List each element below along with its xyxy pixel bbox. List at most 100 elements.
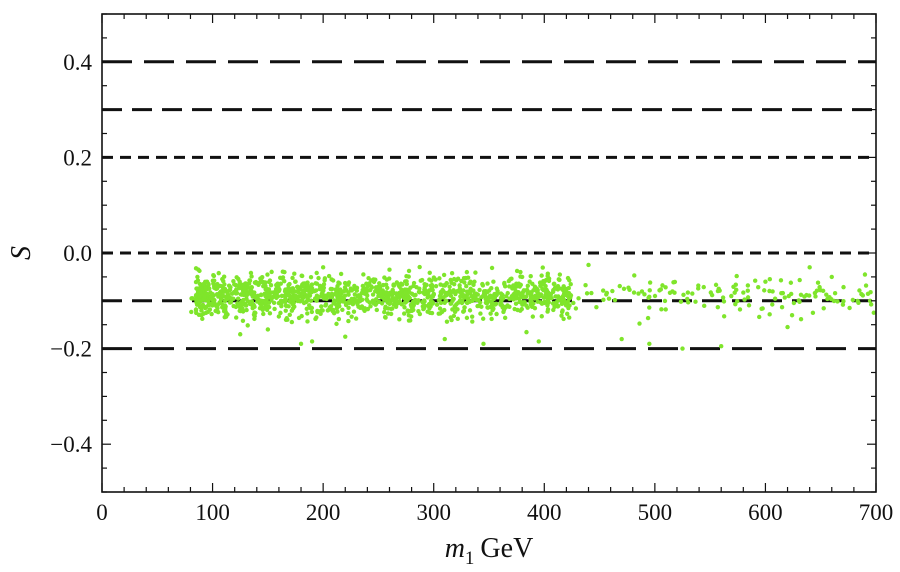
- y-tick-label: 0.0: [63, 241, 92, 266]
- data-point: [485, 289, 490, 295]
- data-point: [338, 287, 343, 292]
- data-point: [756, 285, 761, 290]
- data-point: [737, 307, 743, 312]
- data-point: [789, 313, 795, 318]
- data-point: [576, 296, 581, 301]
- data-point: [339, 296, 344, 302]
- x-tick-label: 0: [96, 500, 108, 525]
- data-point: [690, 291, 695, 296]
- data-point: [551, 300, 556, 306]
- data-point: [397, 299, 402, 304]
- data-point: [393, 297, 399, 303]
- data-point: [448, 315, 453, 320]
- data-point: [265, 272, 270, 277]
- data-point: [362, 290, 367, 295]
- data-point: [465, 300, 470, 306]
- data-point: [415, 299, 420, 305]
- data-point: [369, 284, 374, 289]
- data-point: [193, 297, 199, 302]
- data-point: [862, 272, 868, 277]
- x-tick-label: 600: [748, 500, 783, 525]
- data-point: [610, 288, 615, 294]
- data-point: [458, 294, 463, 299]
- data-point: [525, 305, 530, 310]
- data-point: [305, 286, 311, 292]
- data-point: [267, 311, 273, 316]
- data-point: [203, 305, 208, 311]
- data-point: [249, 285, 255, 290]
- data-point: [589, 290, 594, 296]
- data-point: [437, 293, 443, 299]
- data-point: [279, 293, 285, 299]
- x-tick-label: 500: [638, 500, 673, 525]
- data-point: [377, 281, 382, 286]
- data-point: [203, 286, 208, 291]
- data-point: [745, 283, 751, 288]
- data-point: [211, 272, 216, 278]
- data-point: [530, 314, 536, 319]
- data-point: [477, 287, 482, 293]
- data-point: [398, 281, 404, 286]
- data-point: [779, 305, 785, 310]
- data-point: [410, 299, 416, 305]
- data-point: [209, 297, 215, 302]
- data-point: [646, 295, 651, 300]
- data-point: [386, 306, 391, 311]
- data-point: [379, 289, 384, 295]
- data-point: [265, 327, 271, 332]
- data-point: [470, 319, 475, 324]
- data-point: [447, 284, 452, 289]
- data-point: [231, 296, 236, 302]
- data-point: [382, 309, 387, 315]
- data-point: [328, 307, 334, 312]
- data-point: [319, 287, 324, 292]
- data-point: [528, 274, 533, 279]
- data-point: [464, 284, 469, 289]
- data-point: [467, 290, 473, 295]
- data-point: [308, 305, 313, 311]
- data-point: [557, 272, 563, 277]
- data-point: [559, 286, 564, 292]
- data-point: [525, 283, 531, 289]
- data-point: [545, 273, 550, 279]
- data-point: [384, 290, 390, 296]
- data-point: [437, 276, 442, 281]
- data-point: [436, 311, 441, 316]
- data-point: [621, 286, 627, 291]
- data-point: [507, 284, 512, 289]
- data-point: [278, 281, 283, 286]
- data-point: [272, 306, 277, 312]
- data-point: [441, 272, 447, 278]
- data-point: [312, 296, 318, 301]
- data-point: [195, 274, 200, 280]
- data-point: [287, 281, 292, 287]
- data-point: [627, 287, 632, 293]
- data-point: [189, 296, 194, 301]
- data-point: [535, 290, 541, 295]
- data-point: [283, 303, 289, 309]
- data-point: [532, 305, 538, 311]
- x-tick-label: 200: [306, 500, 341, 525]
- data-point: [369, 278, 374, 283]
- data-point: [223, 314, 229, 319]
- data-point: [237, 279, 242, 284]
- data-point: [391, 282, 396, 287]
- data-point: [196, 301, 202, 306]
- data-point: [193, 279, 199, 285]
- data-point: [240, 306, 245, 311]
- data-point: [198, 290, 203, 295]
- data-point: [449, 301, 454, 306]
- data-point: [757, 314, 762, 320]
- data-point: [559, 301, 565, 307]
- data-point: [199, 308, 204, 313]
- data-point: [401, 295, 407, 301]
- data-point: [361, 272, 366, 277]
- data-point: [663, 307, 668, 312]
- data-point: [228, 285, 233, 290]
- data-point: [243, 281, 248, 286]
- data-point: [298, 341, 304, 347]
- data-point: [652, 293, 658, 299]
- data-point: [847, 305, 852, 311]
- data-point: [729, 293, 734, 299]
- data-point: [414, 285, 419, 290]
